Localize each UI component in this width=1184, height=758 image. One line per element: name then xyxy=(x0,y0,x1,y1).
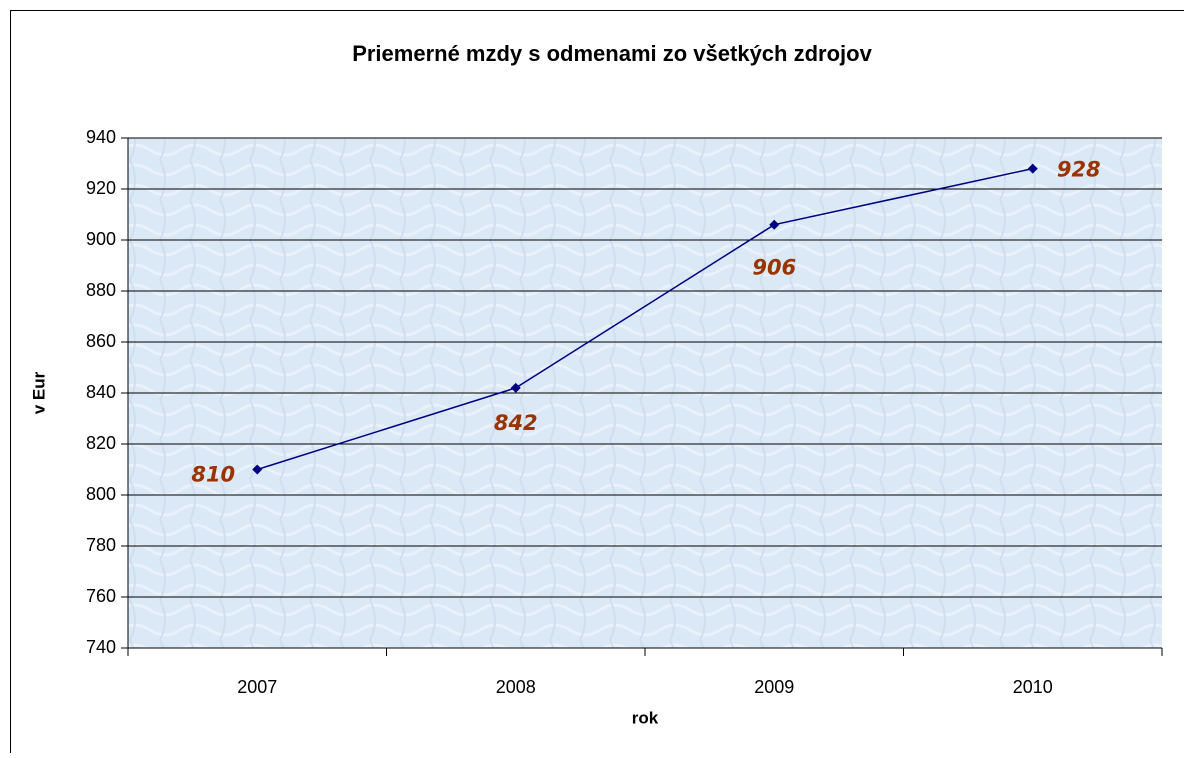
y-tick-label: 860 xyxy=(86,331,116,351)
y-tick-label: 840 xyxy=(86,382,116,402)
data-label: 906 xyxy=(752,256,796,280)
data-label: 810 xyxy=(191,463,235,487)
data-label: 928 xyxy=(1057,158,1101,182)
y-tick-label: 940 xyxy=(86,127,116,147)
x-tick-label: 2009 xyxy=(754,677,794,697)
x-tick-label: 2010 xyxy=(1013,677,1053,697)
y-tick-label: 820 xyxy=(86,433,116,453)
y-tick-label: 920 xyxy=(86,178,116,198)
y-tick-label: 900 xyxy=(86,229,116,249)
y-tick-label: 800 xyxy=(86,484,116,504)
chart-title: Priemerné mzdy s odmenami zo všetkých zd… xyxy=(352,41,872,66)
y-tick-label: 760 xyxy=(86,586,116,606)
y-tick-label: 880 xyxy=(86,280,116,300)
y-axis-title: v Eur xyxy=(29,371,48,414)
data-label: 842 xyxy=(494,411,538,435)
x-axis-title: rok xyxy=(632,708,659,727)
y-tick-label: 740 xyxy=(86,637,116,657)
y-tick-label: 780 xyxy=(86,535,116,555)
x-tick-label: 2007 xyxy=(237,677,277,697)
x-tick-label: 2008 xyxy=(496,677,536,697)
